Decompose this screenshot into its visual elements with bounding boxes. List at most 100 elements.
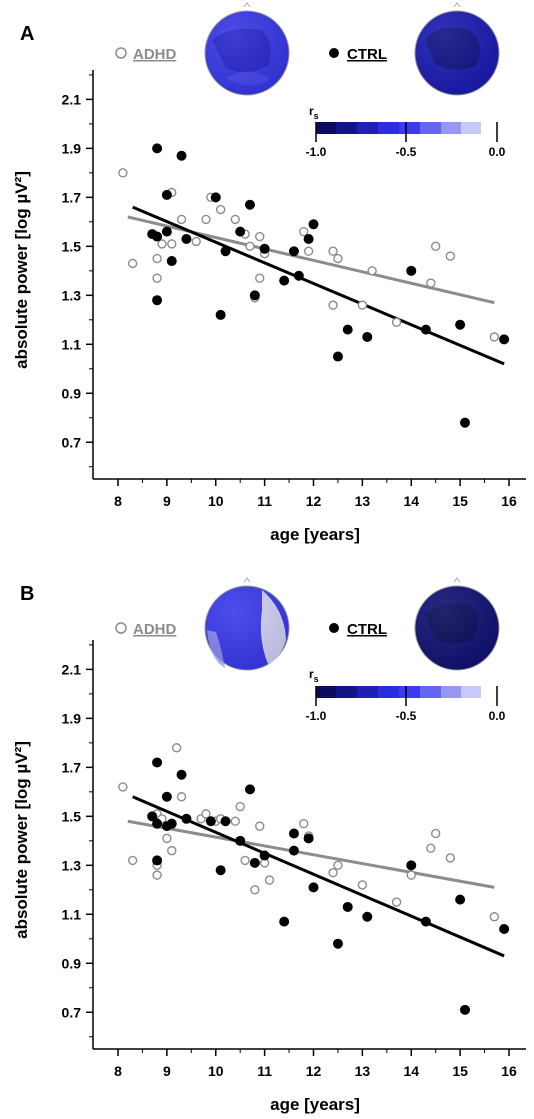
data-point-adhd (255, 273, 265, 283)
x-tick-label: 10 (208, 1063, 224, 1079)
data-point-ctrl (406, 265, 417, 276)
data-point-adhd (430, 241, 441, 252)
data-point-adhd (127, 258, 138, 269)
data-point-ctrl (259, 243, 270, 254)
data-point-adhd (255, 231, 265, 242)
data-point-adhd (171, 743, 182, 753)
panel-a: A ADHD CTRL rs (12, 2, 526, 544)
head-map-adhd-icon (204, 577, 290, 671)
head-map-adhd-icon (204, 2, 290, 96)
y-tick-label: 1.9 (62, 710, 82, 726)
panel-b: B ADHD CTRL rs (12, 577, 526, 1114)
legend-adhd-marker (115, 622, 127, 634)
data-point-ctrl (249, 290, 260, 301)
data-point-adhd (489, 332, 500, 342)
data-point-ctrl (181, 233, 192, 244)
data-point-ctrl (342, 324, 353, 335)
y-tick-label: 1.5 (62, 238, 82, 254)
x-tick-label: 8 (114, 1063, 122, 1079)
head-map-ctrl-icon (414, 2, 500, 96)
data-point-ctrl (455, 319, 466, 330)
colorbar-tick: -0.5 (396, 709, 417, 723)
legend-ctrl-marker (329, 623, 339, 633)
data-point-ctrl (362, 331, 373, 342)
data-point-adhd (489, 912, 500, 922)
colorbar-tick: 0.0 (489, 145, 506, 159)
y-axis-title: absolute power [log µV²] (12, 741, 31, 939)
data-point-ctrl (210, 192, 221, 203)
fit-line-ctrl (132, 205, 505, 366)
data-point-ctrl (288, 845, 299, 856)
data-point-ctrl (342, 901, 353, 912)
data-point-adhd (357, 880, 368, 890)
x-tick-label: 13 (355, 1063, 371, 1079)
data-point-adhd (264, 875, 275, 885)
legend-adhd-label: ADHD (133, 46, 176, 63)
data-point-adhd (328, 246, 338, 256)
data-point-adhd (152, 273, 162, 283)
data-point-adhd (167, 845, 177, 856)
x-tick-label: 9 (163, 1063, 171, 1079)
data-point-ctrl (308, 219, 319, 230)
data-point-ctrl (215, 865, 226, 876)
y-tick-label: 0.9 (62, 955, 82, 971)
legend-ctrl-label: CTRL (347, 46, 387, 63)
x-tick-label: 12 (306, 493, 322, 509)
fit-line-ctrl (132, 795, 505, 958)
data-point-adhd (328, 867, 338, 878)
data-point-adhd (245, 241, 255, 252)
data-point-adhd (230, 816, 241, 826)
data-point-ctrl (161, 189, 172, 200)
data-point-adhd (191, 236, 201, 247)
data-point-ctrl (288, 246, 299, 257)
data-point-ctrl (362, 911, 373, 922)
data-point-adhd (167, 239, 177, 249)
data-point-adhd (445, 853, 456, 863)
data-point-ctrl (166, 256, 177, 267)
data-point-adhd (176, 792, 187, 802)
data-point-ctrl (460, 417, 471, 428)
x-axis-title: age [years] (270, 1095, 360, 1114)
data-point-ctrl (249, 857, 260, 868)
data-point-adhd (445, 251, 456, 261)
data-point-adhd (118, 168, 128, 178)
data-point-adhd (406, 870, 416, 880)
x-tick-label: 15 (452, 1063, 468, 1079)
colorbar-tick: -1.0 (306, 145, 327, 159)
legend-adhd-label: ADHD (133, 621, 176, 638)
data-point-adhd (235, 801, 245, 812)
data-point-adhd (299, 226, 309, 237)
y-tick-label: 1.3 (62, 857, 82, 873)
data-point-ctrl (420, 916, 431, 927)
data-point-ctrl (244, 784, 255, 795)
x-tick-label: 14 (403, 493, 419, 509)
data-point-adhd (333, 253, 343, 264)
data-point-ctrl (235, 835, 246, 846)
data-point-adhd (391, 317, 402, 327)
fit-line-adhd (127, 819, 495, 889)
head-map-ctrl-icon (414, 577, 500, 671)
y-tick-label: 2.1 (62, 91, 82, 107)
data-point-ctrl (181, 813, 192, 824)
data-point-adhd (201, 214, 211, 225)
x-tick-label: 11 (257, 493, 272, 509)
data-point-adhd (303, 246, 314, 256)
data-point-ctrl (220, 246, 231, 257)
data-point-adhd (230, 214, 241, 225)
data-point-ctrl (293, 270, 304, 281)
data-point-adhd (176, 214, 187, 225)
y-tick-label: 2.1 (62, 661, 82, 677)
colorbar-tick: 0.0 (489, 709, 506, 723)
x-tick-label: 15 (452, 493, 468, 509)
data-point-adhd (152, 870, 162, 880)
x-axis-title: age [years] (270, 525, 360, 544)
data-point-adhd (127, 855, 138, 866)
x-tick-label: 12 (306, 1063, 322, 1079)
data-point-ctrl (205, 816, 216, 827)
data-point-ctrl (244, 199, 255, 210)
colorbar: rs -1.0 -0.5 0.0 (306, 104, 506, 159)
data-point-ctrl (152, 757, 163, 768)
data-point-ctrl (332, 938, 343, 949)
x-tick-label: 8 (114, 493, 122, 509)
y-tick-label: 1.5 (62, 808, 82, 824)
